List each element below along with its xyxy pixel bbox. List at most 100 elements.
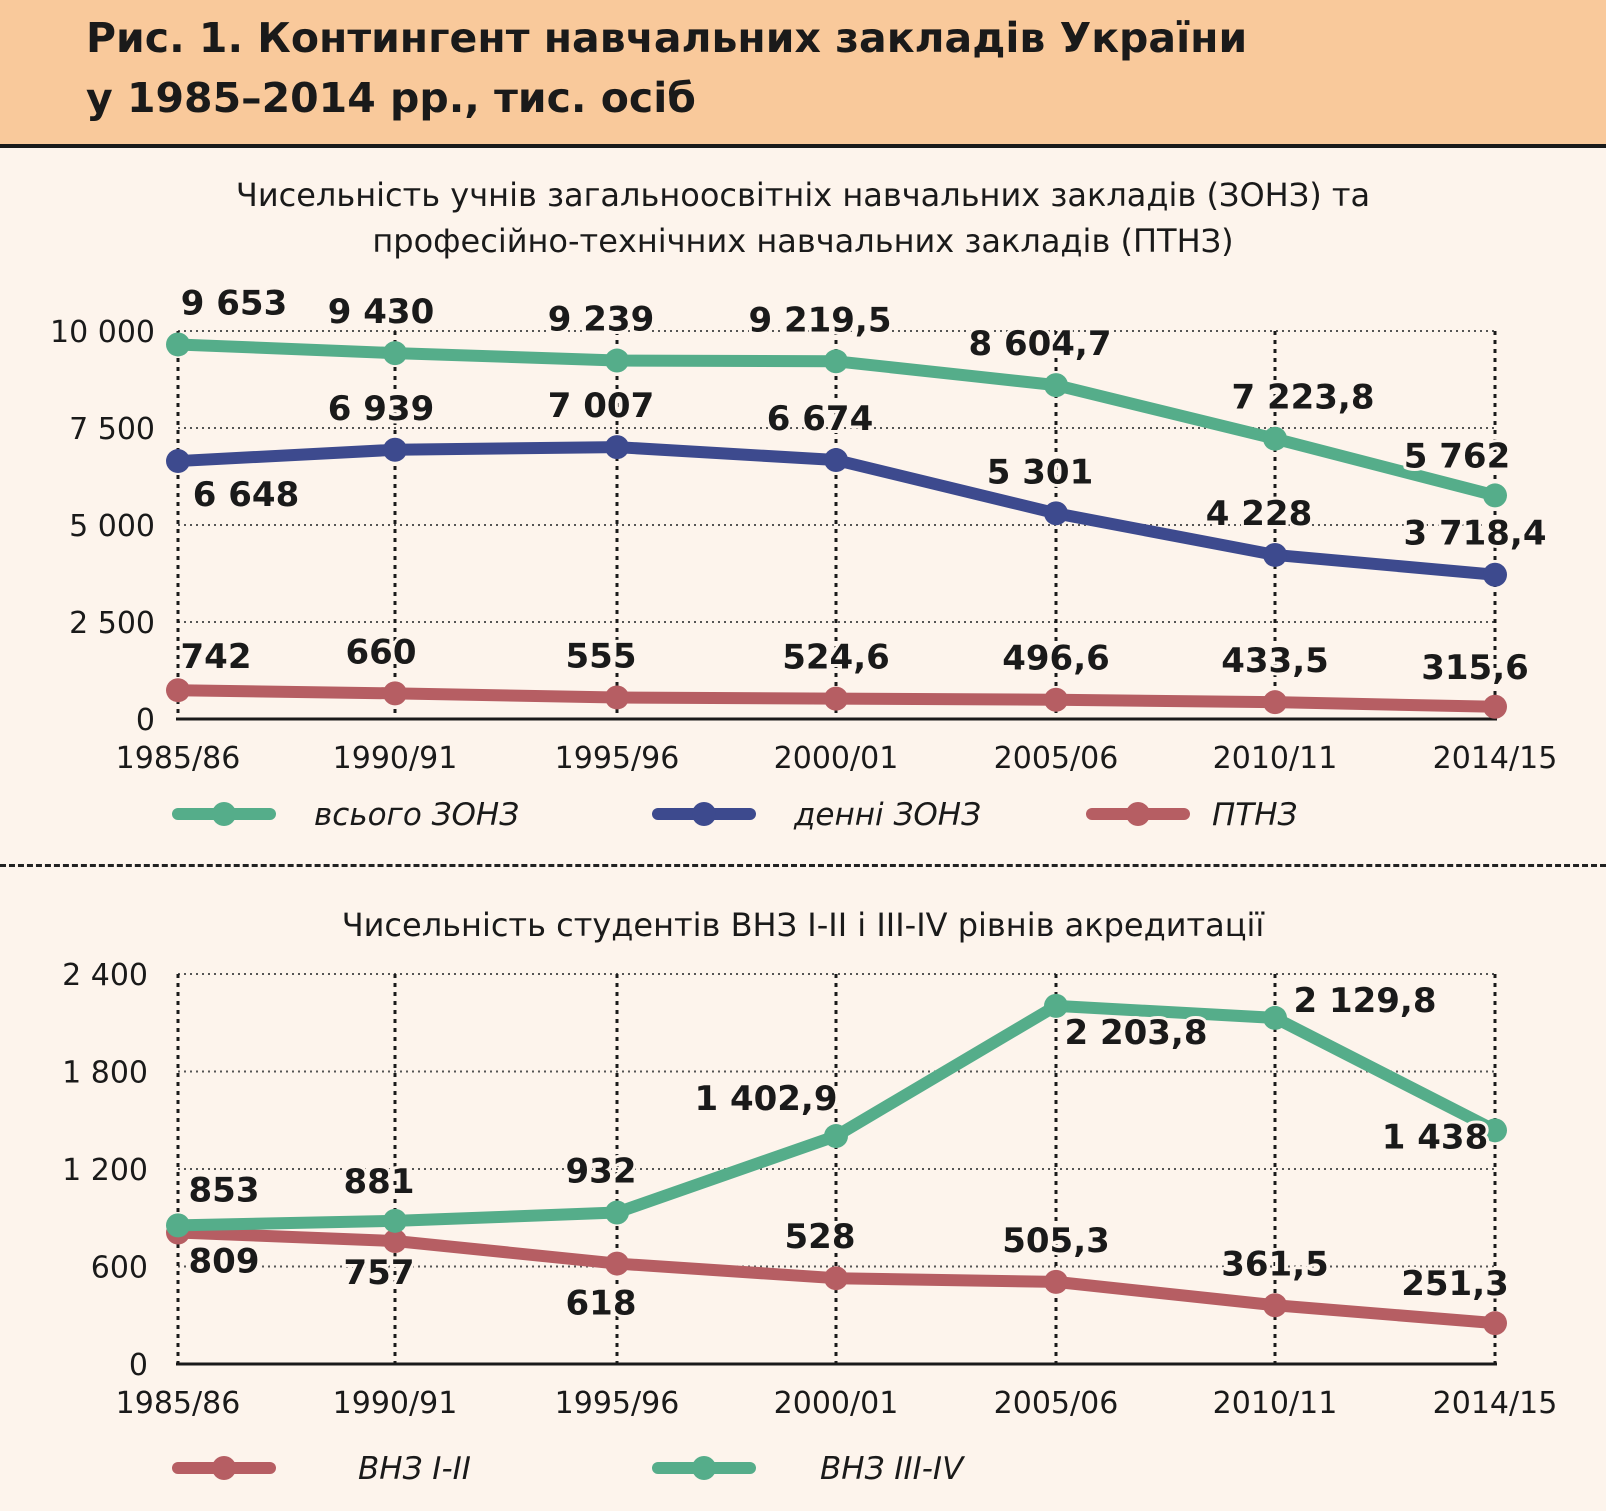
chart-1-series-3-data-label: 433,5	[1221, 641, 1329, 681]
chart-2-series-1-data-label: 757	[344, 1253, 415, 1293]
chart-1-series-3-point	[824, 686, 848, 711]
chart-2-series-2-data-label: 932	[566, 1152, 637, 1192]
chart-1-series-2-data-label: 5 301	[987, 452, 1093, 492]
chart-2-y-tick-label: 1 800	[62, 1056, 148, 1091]
chart-1-series-2-point	[166, 449, 190, 474]
chart-1-series-3-data-label: 555	[566, 636, 637, 676]
chart-1-title-line-1: Чисельність учнів загальноосвітніх навча…	[236, 176, 1370, 214]
chart-1-series-2-data-label: 7 007	[548, 386, 654, 426]
chart-1-legend-marker-1	[212, 802, 236, 826]
chart-1-legend-marker-2	[692, 802, 716, 826]
chart-2-series-1-point	[824, 1266, 848, 1291]
chart-1-series-3-point	[1044, 687, 1068, 712]
chart-2-y-tick-label: 2 400	[62, 958, 148, 993]
chart-1-x-tick-label: 1985/86	[116, 741, 241, 776]
chart-2-series-2-data-label: 2 203,8	[1064, 1013, 1207, 1053]
chart-2-series-1-point	[1044, 1269, 1068, 1294]
chart-2-series-2-data-label: 1 402,9	[694, 1079, 837, 1119]
chart-2-series-2-point	[824, 1124, 848, 1149]
chart-1-series-1-data-label: 9 653	[181, 283, 287, 323]
chart-2-x-tick-label: 2014/15	[1433, 1386, 1558, 1421]
chart-1-series-1-point	[824, 349, 848, 374]
chart-1-series-2-point	[1044, 501, 1068, 526]
chart-2-series-1-data-label: 505,3	[1002, 1221, 1110, 1261]
chart-1-series-2-point	[1483, 562, 1507, 587]
chart-1-series-1-data-label: 5 762	[1404, 436, 1510, 476]
chart-1-x-tick-label: 1995/96	[555, 741, 680, 776]
chart-1-y-tick-label: 2 500	[69, 606, 155, 641]
chart-1-series-1-point	[1044, 373, 1068, 398]
chart-1-series-2-point	[824, 448, 848, 473]
chart-2-series-1-data-label: 618	[566, 1284, 637, 1324]
chart-2-title-line-1: Чисельність студентів ВНЗ I-II і III-IV …	[342, 906, 1266, 944]
chart-1-series-3-data-label: 524,6	[782, 638, 890, 678]
chart-2-y-tick-label: 0	[129, 1348, 148, 1383]
chart-2-legend-marker-2	[692, 1456, 716, 1480]
chart-2-series-2-data-label: 1 438	[1382, 1117, 1488, 1157]
chart-1-x-tick-label: 2005/06	[994, 741, 1119, 776]
chart-2-legend-label-2: ВНЗ III-IV	[820, 1451, 966, 1487]
chart-1-series-2-data-label: 6 674	[767, 399, 873, 439]
chart-1-series-2-data-label: 3 718,4	[1403, 514, 1546, 554]
chart-2-series-2-data-label: 2 129,8	[1293, 981, 1436, 1021]
chart-1-x-tick-label: 2010/11	[1213, 741, 1338, 776]
chart-1-legend-label-2: денні ЗОНЗ	[793, 797, 981, 833]
chart-2-series-2-point	[605, 1200, 629, 1225]
chart-1-y-tick-label: 7 500	[69, 412, 155, 447]
chart-2-series-2-point	[166, 1213, 190, 1238]
chart-1-series-1-data-label: 9 430	[328, 292, 434, 332]
chart-1-series-3-data-label: 742	[181, 637, 252, 677]
chart-1-legend-label-3: ПТНЗ	[1212, 797, 1297, 833]
chart-1-series-1-point	[1263, 426, 1287, 451]
chart-1-legend-label-1: всього ЗОНЗ	[314, 797, 519, 833]
chart-2-series-2-data-label: 853	[189, 1170, 260, 1210]
chart-1-x-tick-label: 2000/01	[774, 741, 899, 776]
figure-title-line-1: Рис. 1. Контингент навчальних закладів У…	[86, 14, 1248, 62]
chart-2-series-2-point	[383, 1208, 407, 1233]
chart-2-x-tick-label: 2000/01	[774, 1386, 899, 1421]
chart-1-series-3-point	[1483, 694, 1507, 719]
chart-2-y-tick-label: 600	[91, 1251, 148, 1286]
chart-1-series-1-point	[1483, 483, 1507, 508]
chart-1-series-3-point	[605, 685, 629, 710]
chart-2-series-1-point	[1483, 1311, 1507, 1336]
chart-1-series-2-data-label: 6 939	[328, 389, 434, 429]
chart-1-series-1-data-label: 8 604,7	[968, 324, 1111, 364]
chart-1-series-3-data-label: 315,6	[1421, 648, 1529, 688]
chart-2-x-tick-label: 1985/86	[116, 1386, 241, 1421]
chart-2-series-2-point	[1044, 993, 1068, 1018]
chart-1-series-1-data-label: 7 223,8	[1231, 378, 1374, 418]
chart-1-series-1-data-label: 9 239	[548, 300, 654, 340]
chart-1-series-1-data-label: 9 219,5	[748, 300, 891, 340]
chart-1-series-2-point	[605, 435, 629, 460]
chart-1-x-tick-label: 1990/91	[333, 741, 458, 776]
chart-1-y-tick-label: 0	[136, 703, 155, 738]
figure-title-line-2: у 1985–2014 рр., тис. осіб	[86, 74, 696, 122]
chart-1-series-3-point	[1263, 690, 1287, 715]
chart-1-series-1-point	[166, 332, 190, 357]
figure-header: Рис. 1. Контингент навчальних закладів У…	[0, 0, 1606, 148]
chart-2-series-1-data-label: 809	[189, 1242, 260, 1282]
chart-2-series-1-data-label: 361,5	[1221, 1244, 1329, 1284]
chart-1-series-2-data-label: 6 648	[193, 475, 299, 515]
chart-1-y-tick-label: 5 000	[69, 509, 155, 544]
chart-1-series-2-point	[1263, 542, 1287, 567]
chart-2-legend-marker-1	[212, 1456, 236, 1480]
chart-1-series-3-point	[166, 678, 190, 703]
chart-2-series-2-point	[1263, 1005, 1287, 1030]
chart-2-x-tick-label: 2005/06	[994, 1386, 1119, 1421]
chart-1-series-2-point	[383, 437, 407, 462]
chart-1-y-tick-label: 10 000	[50, 315, 155, 350]
chart-1-series-1-point	[605, 348, 629, 373]
chart-1-legend-marker-3	[1126, 802, 1150, 826]
chart-1-series-3-data-label: 496,6	[1002, 639, 1110, 679]
chart-1-series-3-point	[383, 681, 407, 706]
chart-2-series-1-point	[383, 1228, 407, 1253]
chart-1-x-tick-label: 2014/15	[1433, 741, 1558, 776]
chart-2-series-1-point	[605, 1251, 629, 1276]
chart-2-series-1-point	[1263, 1293, 1287, 1318]
chart-1-title-line-2: професійно-технічних навчальних закладів…	[372, 222, 1233, 260]
chart-2-series-2-point	[1483, 1118, 1507, 1143]
chart-2-series-1-data-label: 528	[785, 1217, 856, 1257]
